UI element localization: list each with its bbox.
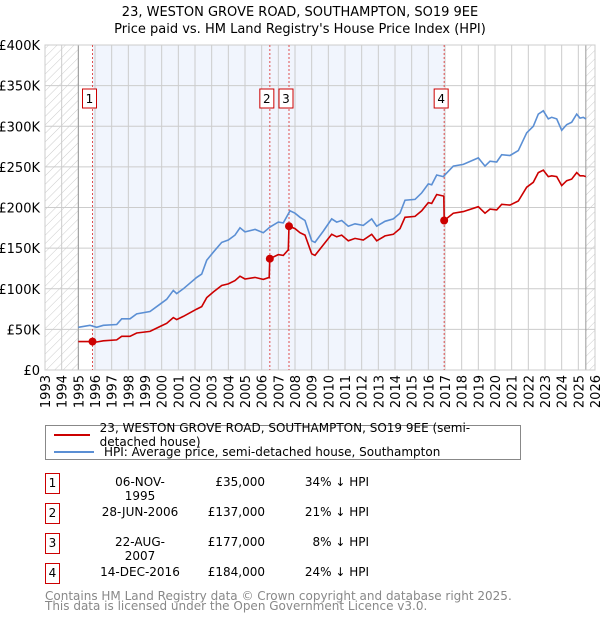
x-tick-label: 2017 — [439, 375, 454, 408]
x-tick-label: 2018 — [456, 375, 471, 408]
legend-label: HPI: Average price, semi-detached house,… — [104, 445, 441, 459]
chart-title: 23, WESTON GROVE ROAD, SOUTHAMPTON, SO19… — [122, 5, 478, 20]
x-tick-label: 1995 — [72, 375, 87, 408]
x-tick-label: 2002 — [189, 375, 204, 408]
y-tick-label: £200K — [0, 202, 40, 217]
x-tick-label: 2008 — [289, 375, 304, 408]
chart-legend: 23, WESTON GROVE ROAD, SOUTHAMPTON, SO19… — [45, 421, 521, 460]
hpi-line — [78, 109, 587, 329]
x-tick-label: 2006 — [256, 375, 271, 408]
x-tick-label: 1994 — [56, 375, 71, 408]
sale-date: 22-AUG-2007 — [115, 535, 165, 563]
chart-subtitle: Price paid vs. HM Land Registry's House … — [114, 22, 486, 37]
legend-item-hpi: HPI: Average price, semi-detached house,… — [54, 444, 440, 460]
x-tick-label: 2011 — [339, 375, 354, 408]
x-tick-label: 1996 — [89, 375, 104, 408]
x-tick-label: 2001 — [172, 375, 187, 408]
legend-swatch-red — [54, 434, 90, 436]
x-tick-label: 2007 — [272, 375, 287, 408]
sale-hpi-diff: 8% ↓ HPI — [312, 535, 369, 549]
y-tick-label: £0 — [23, 364, 40, 379]
sale-date: 14-DEC-2016 — [100, 565, 180, 579]
sale-date: 06-NOV-1995 — [115, 475, 165, 503]
x-tick-label: 2021 — [506, 375, 521, 408]
plot-border — [44, 44, 596, 371]
x-tick-label: 1998 — [122, 375, 137, 408]
sale-label-box — [82, 88, 97, 109]
sale-hpi-diff: 21% ↓ HPI — [304, 505, 369, 519]
sale-price: £184,000 — [207, 565, 265, 579]
property-price-line — [78, 169, 587, 343]
y-tick-label: £50K — [7, 323, 41, 338]
sale-label-number: 2 — [263, 92, 271, 106]
x-tick-label: 2009 — [306, 375, 321, 408]
sale-row: 3 22-AUG-2007 £177,000 8% ↓ HPI — [45, 533, 600, 563]
sale-label-number: 4 — [437, 92, 445, 106]
sale-price: £177,000 — [207, 535, 265, 549]
y-tick-label: £350K — [0, 80, 40, 95]
x-tick-label: 2005 — [239, 375, 254, 408]
x-tick-label: 2010 — [322, 375, 337, 408]
sale-number: 2 — [45, 503, 60, 524]
x-tick-label: 2013 — [372, 375, 387, 408]
legend-label: 23, WESTON GROVE ROAD, SOUTHAMPTON, SO19… — [99, 421, 471, 449]
sale-label-number: 3 — [282, 92, 290, 106]
footer-licence: This data is licensed under the Open Gov… — [45, 599, 428, 613]
x-tick-label: 1999 — [139, 375, 154, 408]
sale-row: 2 28-JUN-2006 £137,000 21% ↓ HPI — [45, 503, 600, 524]
sale-number: 1 — [45, 473, 60, 494]
y-tick-label: £300K — [0, 120, 40, 135]
x-tick-label: 2016 — [422, 375, 437, 408]
x-tick-label: 2000 — [156, 375, 171, 408]
sale-hpi-diff: 34% ↓ HPI — [304, 475, 369, 489]
sale-hpi-diff: 24% ↓ HPI — [304, 565, 369, 579]
sale-row: 1 06-NOV-1995 £35,000 34% ↓ HPI — [45, 473, 600, 503]
sale-price: £137,000 — [207, 505, 265, 519]
x-tick-label: 2019 — [472, 375, 487, 408]
sale-point — [88, 337, 97, 346]
sale-label-box — [433, 88, 449, 109]
sale-point — [285, 222, 293, 231]
x-tick-label: 2022 — [522, 375, 537, 408]
sale-point — [265, 254, 274, 263]
sale-point — [440, 216, 449, 225]
x-tick-label: 1993 — [39, 375, 54, 408]
x-tick-label: 2026 — [589, 375, 600, 408]
legend-item-property: 23, WESTON GROVE ROAD, SOUTHAMPTON, SO19… — [54, 421, 520, 449]
sale-label-number: 1 — [86, 92, 94, 106]
sale-number: 4 — [45, 563, 60, 584]
x-tick-label: 2015 — [406, 375, 421, 408]
sale-label-box — [278, 88, 294, 109]
x-tick-label: 1997 — [106, 375, 121, 408]
sale-label-box — [259, 88, 275, 109]
x-tick-label: 2012 — [356, 375, 371, 408]
x-tick-label: 2024 — [556, 375, 571, 408]
price-chart: 23, WESTON GROVE ROAD, SOUTHAMPTON, SO19… — [0, 5, 600, 408]
y-tick-label: £250K — [0, 161, 40, 176]
x-tick-label: 2023 — [539, 375, 554, 408]
footer-copyright: Contains HM Land Registry data © Crown c… — [45, 589, 512, 603]
sale-number: 3 — [45, 533, 60, 554]
x-tick-label: 2004 — [222, 375, 237, 408]
sale-date: 28-JUN-2006 — [101, 505, 179, 519]
y-tick-label: £150K — [0, 242, 40, 257]
x-tick-label: 2014 — [389, 375, 404, 408]
x-tick-label: 2003 — [206, 375, 221, 408]
sale-row: 4 14-DEC-2016 £184,000 24% ↓ HPI — [45, 563, 600, 584]
x-tick-label: 2025 — [572, 375, 587, 408]
legend-swatch-blue — [54, 451, 94, 453]
y-tick-label: £100K — [0, 283, 40, 298]
sale-price: £35,000 — [215, 475, 265, 489]
x-tick-label: 2020 — [489, 375, 504, 408]
y-tick-label: £400K — [0, 39, 40, 54]
